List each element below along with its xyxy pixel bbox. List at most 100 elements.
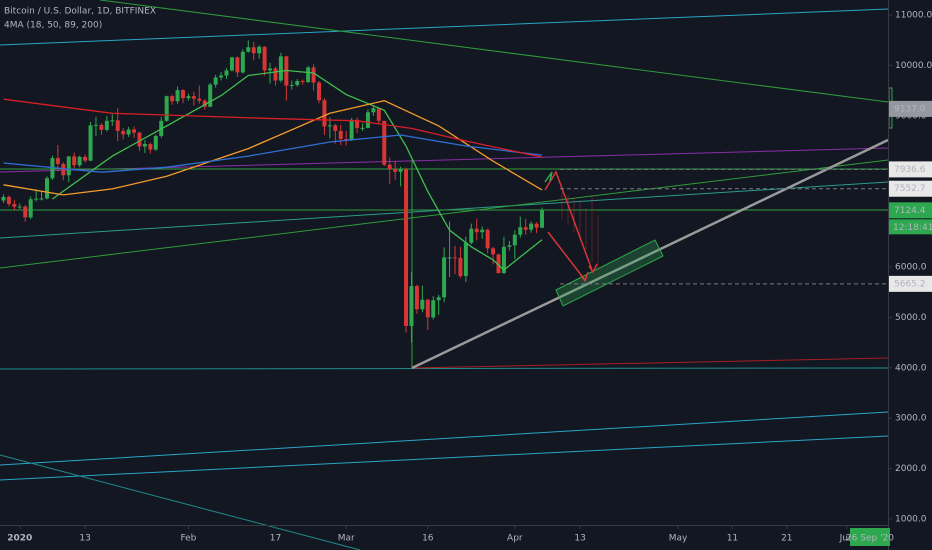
arrow-head	[588, 263, 598, 274]
candles	[1, 40, 545, 343]
candle-body	[365, 112, 370, 128]
candle-body	[420, 299, 425, 310]
candle-body	[338, 130, 343, 139]
candle-body	[306, 67, 311, 83]
candle-body	[235, 57, 240, 73]
candle-body	[501, 246, 506, 274]
candle-body	[425, 299, 430, 318]
candle-body	[246, 47, 251, 52]
candle-body	[289, 85, 294, 87]
candle-body	[77, 156, 82, 166]
candle-body	[213, 77, 218, 85]
y-tick-label: 11000.0	[895, 11, 932, 21]
candle-body	[34, 198, 39, 200]
arrow-head	[579, 271, 589, 283]
candle-body	[268, 68, 273, 71]
cursor-date: 26 Sep '20	[846, 534, 894, 544]
candle-body	[295, 81, 300, 86]
price-label: 9137.0	[894, 104, 926, 114]
y-tick-label: 1000.0	[895, 514, 927, 524]
trend-line	[0, 411, 889, 466]
countdown-box	[889, 219, 932, 235]
candle-body	[115, 120, 120, 131]
candle-body	[61, 163, 66, 176]
candle-body	[208, 84, 213, 107]
candle-body	[409, 286, 414, 326]
cursor-date-box	[850, 528, 890, 546]
candle-body	[39, 198, 44, 200]
x-tick-label: Feb	[180, 534, 196, 544]
trend-line	[0, 454, 361, 550]
projected-candles	[561, 192, 599, 270]
candle-body	[273, 68, 278, 81]
candle-body	[170, 96, 175, 102]
trend-line	[99, 0, 889, 103]
price-label-box	[889, 161, 932, 178]
chart-title: Bitcoin / U.S. Dollar, 1D, BITFINEX	[4, 7, 156, 17]
candle-body	[229, 57, 234, 71]
candle-body	[180, 90, 185, 99]
candle-body	[148, 144, 153, 150]
candle-body	[540, 210, 545, 228]
target-box	[555, 239, 664, 307]
candle-body	[452, 257, 457, 259]
price-label: 7552.7	[894, 184, 926, 194]
candle-body	[142, 144, 147, 147]
candle-body	[393, 169, 398, 172]
y-tick-label: 10000.0	[895, 61, 932, 71]
candle-body	[153, 135, 158, 150]
projection-arrow	[547, 231, 586, 281]
y-tick-label: 2000.0	[895, 464, 927, 474]
moving-average	[3, 100, 543, 196]
candle-body	[121, 130, 126, 135]
candle-body	[327, 125, 332, 127]
x-tick-label: 11	[727, 534, 738, 544]
arrow-head	[544, 171, 553, 183]
candle-body	[186, 96, 191, 99]
candle-body	[110, 120, 115, 122]
price-label-box	[889, 275, 932, 292]
candle-body	[126, 129, 131, 135]
candle-body	[28, 199, 33, 218]
candle-body	[518, 227, 523, 235]
candle-body	[300, 81, 305, 83]
moving-average	[3, 134, 543, 173]
x-tick-label: Mar	[338, 534, 355, 544]
candle-body	[202, 100, 207, 107]
candle-body	[66, 156, 71, 176]
candle-body	[262, 46, 267, 71]
y-tick-label: 6000.0	[895, 262, 927, 272]
x-tick-label: 2020	[7, 534, 32, 544]
candle-body	[360, 127, 365, 129]
x-tick-label: 16	[422, 534, 434, 544]
candle-body	[175, 90, 180, 102]
candle-body	[485, 229, 490, 249]
candle-body	[224, 70, 229, 76]
countdown: 12:18:41	[893, 223, 932, 233]
candle-body	[55, 158, 60, 164]
candle-body	[83, 156, 88, 161]
support-line	[411, 138, 889, 370]
x-tick-label: 21	[781, 534, 792, 544]
moving-average	[52, 69, 543, 271]
projection-arrow	[544, 170, 593, 271]
candle-body	[491, 248, 496, 255]
candle-body	[529, 223, 534, 230]
candle-body	[164, 96, 169, 121]
candle-body	[355, 119, 360, 128]
candle-body	[431, 300, 436, 318]
candle-body	[23, 206, 28, 218]
y-tick-label: 5000.0	[895, 313, 927, 323]
candle-body	[469, 228, 474, 243]
price-label: 7124.4	[894, 206, 926, 216]
candle-body	[442, 257, 447, 298]
candle-body	[474, 228, 479, 233]
candle-body	[1, 196, 6, 201]
candle-body	[523, 227, 528, 230]
candle-body	[333, 125, 338, 131]
trend-line	[0, 435, 889, 481]
candle-body	[278, 56, 283, 81]
candle-body	[257, 46, 262, 54]
candle-body	[99, 124, 104, 130]
